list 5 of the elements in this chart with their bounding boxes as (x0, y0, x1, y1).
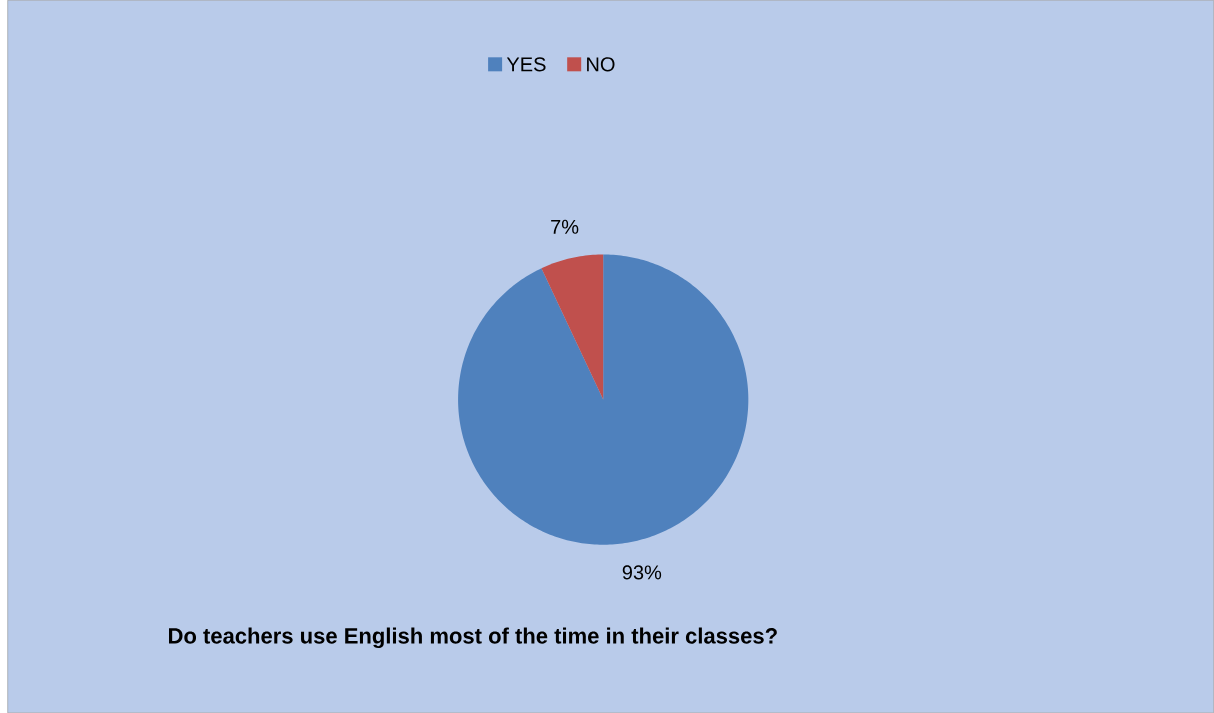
data-label: 7% (551, 219, 579, 234)
text: Do teachers use English most of the time in their classes? (169, 627, 777, 649)
legend-label: NO (587, 57, 615, 72)
data-label: 93% (622, 565, 662, 580)
legend-label: YES (506, 57, 546, 72)
